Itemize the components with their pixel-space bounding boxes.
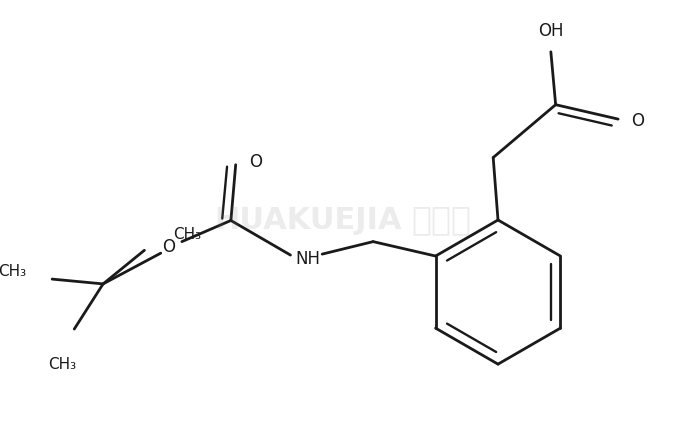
- Text: O: O: [162, 238, 175, 257]
- Text: NH: NH: [295, 250, 320, 268]
- Text: CH₃: CH₃: [173, 227, 202, 242]
- Text: CH₃: CH₃: [48, 357, 76, 372]
- Text: OH: OH: [538, 22, 564, 40]
- Text: 化学加: 化学加: [411, 203, 471, 237]
- Text: CH₃: CH₃: [0, 264, 26, 279]
- Text: O: O: [249, 153, 262, 171]
- Text: O: O: [632, 112, 644, 130]
- Text: HUAKUEJIA: HUAKUEJIA: [214, 205, 402, 235]
